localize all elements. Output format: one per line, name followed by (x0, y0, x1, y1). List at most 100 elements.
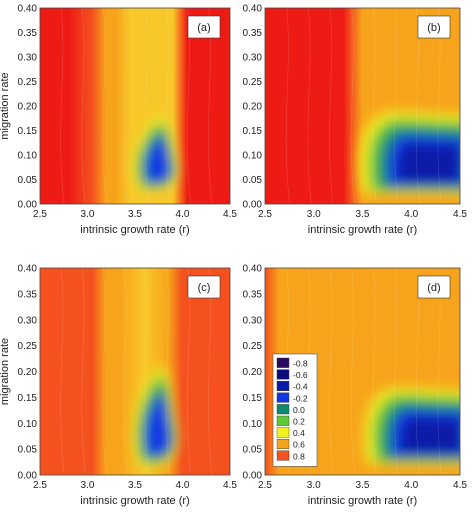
contour-line (81, 268, 86, 475)
y-tick-label: 0.00 (18, 200, 38, 211)
x-tick-label: 2.5 (258, 480, 272, 491)
legend-swatch (276, 415, 290, 426)
plot-frame (264, 267, 461, 476)
panel-label: (c) (198, 282, 211, 294)
contour-line (144, 268, 149, 475)
x-tick-label: 3.0 (81, 480, 95, 491)
contour-line (60, 8, 65, 204)
legend-swatch (276, 450, 290, 461)
x-tick-label: 3.5 (356, 209, 370, 220)
legend-label: 0.6 (293, 440, 305, 450)
y-tick-label: 0.05 (18, 445, 38, 456)
legend-swatch (276, 357, 290, 368)
contour-line (329, 268, 334, 475)
y-tick-label: 0.10 (18, 151, 38, 162)
y-tick-label: 0.40 (243, 264, 263, 275)
panel-label-box (187, 275, 221, 299)
contour-line (285, 8, 290, 204)
y-tick-label: 0.00 (18, 471, 38, 482)
legend: -0.8-0.6 -0.4-0.2 0.0 0.20.4 0.60.8 (272, 353, 318, 467)
contour-line (329, 8, 334, 204)
contour-line (81, 8, 86, 204)
contour-line (350, 8, 355, 204)
legend-label: -0.8 (293, 359, 308, 369)
contour-line (394, 8, 399, 204)
y-tick-label: 0.40 (18, 4, 38, 15)
legend-label: 0.2 (293, 417, 305, 427)
y-tick-label: 0.35 (18, 28, 38, 39)
contour-line (350, 268, 355, 475)
y-tick-label: 0.15 (18, 393, 38, 404)
y-tick-label: 0.30 (18, 53, 38, 64)
plot-frame (39, 267, 231, 476)
legend-swatch (276, 392, 290, 403)
panel-label: (b) (427, 22, 440, 34)
y-tick-label: 0.20 (243, 367, 263, 378)
y-tick-label: 0.05 (243, 445, 263, 456)
y-tick-label: 0.05 (243, 175, 263, 186)
contour-line (60, 268, 65, 475)
y-tick-label: 0.10 (18, 419, 38, 430)
contour-level (145, 136, 172, 183)
panel-label-box (417, 15, 451, 39)
y-tick-label: 0.35 (18, 289, 38, 300)
plot-area (265, 8, 460, 204)
y-tick-label: 0.10 (243, 151, 263, 162)
low-value-region (363, 387, 460, 465)
plot-frame (39, 7, 231, 205)
contour-line (372, 268, 377, 475)
x-tick-label: 4.5 (223, 209, 237, 220)
y-tick-label: 0.20 (243, 102, 263, 113)
y-tick-label: 0.00 (243, 471, 263, 482)
y-tick-label: 0.15 (18, 126, 38, 137)
x-tick-label: 3.5 (128, 209, 142, 220)
legend-swatch (276, 427, 290, 438)
y-tick-label: 0.00 (243, 200, 263, 211)
contour-line (307, 8, 312, 204)
x-axis-label: intrinsic growth rate (r) (308, 224, 417, 236)
plot-area (40, 8, 230, 204)
x-axis-label: intrinsic growth rate (r) (80, 495, 189, 507)
x-tick-label: 3.5 (128, 480, 142, 491)
x-tick-label: 3.0 (81, 209, 95, 220)
legend-swatch (276, 404, 290, 415)
y-tick-label: 0.25 (243, 341, 263, 352)
y-tick-label: 0.30 (18, 315, 38, 326)
y-axis-label: migration rate (0, 72, 11, 139)
y-tick-label: 0.15 (243, 393, 263, 404)
x-tick-label: 4.0 (404, 480, 418, 491)
contour-line (123, 8, 128, 204)
y-tick-label: 0.35 (243, 289, 263, 300)
y-tick-label: 0.40 (243, 4, 263, 15)
y-tick-label: 0.20 (18, 102, 38, 113)
legend-swatch (276, 369, 290, 380)
legend-label: -0.2 (293, 393, 308, 403)
contour-level (397, 142, 460, 184)
x-tick-label: 2.5 (33, 480, 47, 491)
contour-line (123, 268, 128, 475)
y-tick-label: 0.30 (243, 53, 263, 64)
panel-4: 0.00 0.05 0.10 0.15 0.20 0.25 0.30 0.35 0.40 2.5 3… (243, 264, 468, 508)
x-tick-label: 4.0 (176, 209, 190, 220)
x-axis-label: intrinsic growth rate (r) (308, 495, 417, 507)
panel-3: 0.00 0.05 0.10 0.15 0.20 0.25 0.30 0.35 0.40 2.5 3… (0, 264, 237, 508)
x-tick-label: 3.5 (356, 480, 370, 491)
contour-line (394, 268, 399, 475)
y-tick-label: 0.25 (18, 341, 38, 352)
x-tick-label: 4.0 (176, 480, 190, 491)
contour-line (372, 8, 377, 204)
panel-label-box (187, 15, 221, 39)
x-tick-label: 3.0 (307, 480, 321, 491)
low-value-region (133, 365, 178, 467)
contour-line (165, 8, 170, 204)
legend-swatch (276, 439, 290, 450)
contour-line (102, 268, 107, 475)
contour-line (102, 8, 107, 204)
y-tick-label: 0.10 (243, 419, 263, 430)
x-axis-label: intrinsic growth rate (r) (80, 224, 189, 236)
y-tick-label: 0.40 (18, 264, 38, 275)
x-tick-label: 4.5 (453, 209, 467, 220)
low-value-region (358, 110, 460, 195)
y-axis-label: migration rate (0, 338, 11, 405)
